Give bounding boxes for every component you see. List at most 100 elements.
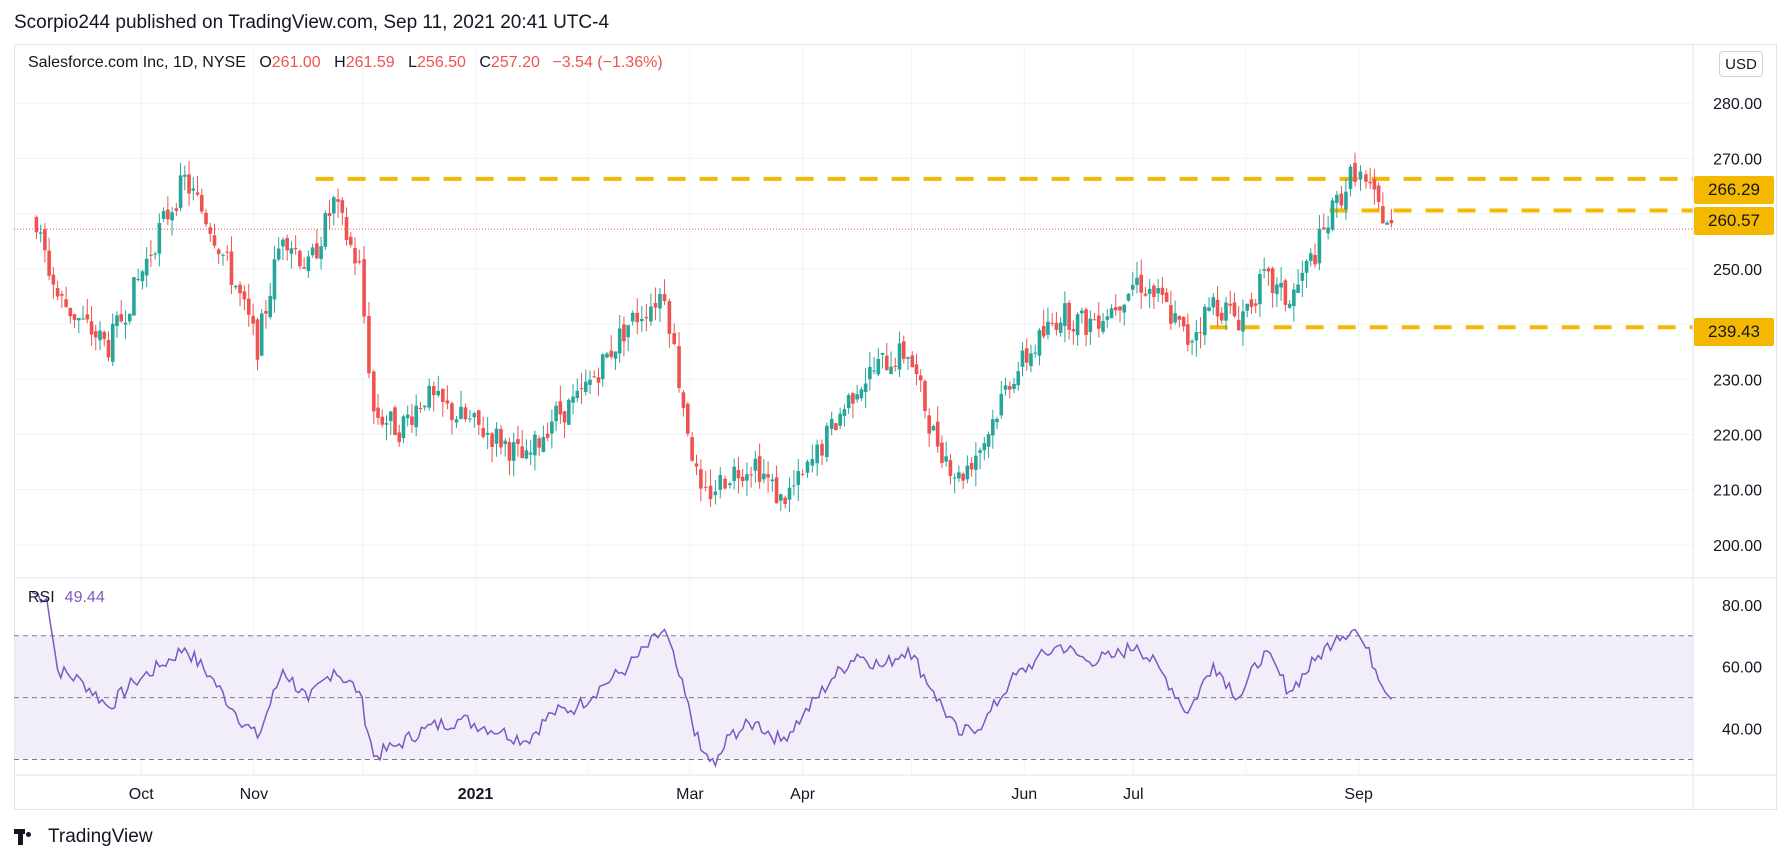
currency-button[interactable]: USD bbox=[1719, 51, 1763, 77]
candle-body bbox=[880, 352, 885, 355]
candle-body bbox=[450, 403, 454, 421]
candle-body bbox=[740, 476, 745, 482]
level-lines bbox=[14, 176, 1693, 330]
candle-body bbox=[1262, 269, 1266, 271]
low-label: L bbox=[408, 54, 418, 71]
candle-body bbox=[401, 416, 406, 439]
candle-body bbox=[233, 285, 238, 288]
candle-body bbox=[1348, 166, 1353, 189]
candle-body bbox=[779, 494, 783, 501]
candle-body bbox=[431, 386, 436, 396]
candle-body bbox=[918, 375, 923, 381]
candle-body bbox=[371, 371, 376, 412]
candle-body bbox=[208, 227, 213, 234]
candle-body bbox=[102, 331, 107, 339]
candle-body bbox=[583, 381, 588, 392]
candle-body bbox=[753, 458, 758, 471]
open-label: O bbox=[259, 54, 272, 71]
candle-body bbox=[969, 462, 974, 470]
candle-body bbox=[995, 418, 999, 423]
candle-body bbox=[1050, 322, 1054, 324]
candle-body bbox=[820, 443, 824, 456]
candle-body bbox=[388, 411, 393, 422]
candle-body bbox=[644, 316, 649, 319]
candle-body bbox=[872, 370, 876, 372]
candle-body bbox=[596, 377, 601, 383]
candle-body bbox=[1215, 299, 1220, 317]
candle-body bbox=[81, 318, 85, 320]
candle-body bbox=[1287, 303, 1292, 308]
candle-body bbox=[1126, 293, 1131, 301]
candle-body bbox=[944, 456, 948, 462]
x-tick-label: Jun bbox=[1011, 786, 1037, 803]
candle-body bbox=[60, 294, 64, 296]
brand-name: TradingView bbox=[48, 826, 153, 847]
candle-body bbox=[1368, 181, 1372, 184]
candle-body bbox=[490, 433, 494, 448]
candle-body bbox=[609, 350, 614, 357]
candle-body bbox=[1296, 284, 1300, 293]
candle-body bbox=[144, 258, 149, 276]
candle-body bbox=[507, 442, 512, 461]
candle-body bbox=[1113, 307, 1118, 311]
candle-body bbox=[1118, 306, 1122, 311]
candle-body bbox=[445, 400, 450, 404]
candle-body bbox=[605, 353, 609, 358]
candle-body bbox=[1169, 305, 1173, 324]
candle-body bbox=[427, 385, 432, 408]
candle-body bbox=[98, 330, 102, 341]
candle-body bbox=[957, 472, 961, 479]
candle-body bbox=[127, 313, 132, 322]
candle-body bbox=[626, 325, 630, 338]
candle-body bbox=[672, 333, 677, 345]
candle-body bbox=[885, 355, 889, 370]
candle-body bbox=[541, 437, 546, 452]
candle-body bbox=[1326, 227, 1330, 234]
candle-body bbox=[1181, 316, 1186, 327]
close-label: C bbox=[479, 54, 491, 71]
candle-body bbox=[736, 470, 741, 479]
tradingview-brand[interactable]: TradingView bbox=[14, 826, 153, 848]
candle-body bbox=[1080, 310, 1084, 314]
candle-body bbox=[1186, 324, 1190, 345]
candle-body bbox=[1321, 227, 1326, 229]
candle-body bbox=[1300, 272, 1305, 281]
chart-frame bbox=[14, 44, 1777, 810]
candle-body bbox=[774, 477, 779, 504]
candle-body bbox=[229, 251, 234, 286]
candle-body bbox=[658, 294, 662, 309]
candle-body bbox=[384, 423, 389, 425]
candle-body bbox=[1275, 284, 1279, 295]
candle-body bbox=[1020, 350, 1025, 367]
candle-body bbox=[441, 389, 445, 403]
candle-body bbox=[732, 466, 736, 481]
candle-body bbox=[503, 440, 508, 445]
candle-body bbox=[340, 200, 345, 213]
candle-body bbox=[1029, 353, 1033, 367]
candle-body bbox=[554, 405, 558, 422]
candle-body bbox=[723, 478, 727, 489]
axes: Oct Nov 2021 Mar Apr Jun Jul Sep 200.00 210.00 220… bbox=[14, 44, 1777, 810]
candle-body bbox=[1071, 329, 1076, 332]
change-value: −3.54 (−1.36%) bbox=[552, 54, 663, 71]
candle-body bbox=[302, 267, 306, 269]
candle-body bbox=[677, 346, 681, 389]
candle-body bbox=[588, 379, 592, 385]
candle-body bbox=[110, 323, 115, 362]
candle-body bbox=[85, 314, 90, 320]
candle-body bbox=[617, 328, 622, 354]
candle-body bbox=[212, 235, 217, 246]
candle-body bbox=[362, 259, 366, 317]
candle-body bbox=[893, 365, 898, 367]
candle-body bbox=[1249, 299, 1254, 307]
candle-body bbox=[1164, 292, 1169, 303]
x-tick-label: Sep bbox=[1344, 786, 1373, 803]
candle-body bbox=[1198, 332, 1203, 334]
candle-body bbox=[1105, 316, 1110, 320]
candle-body bbox=[579, 388, 584, 390]
candle-body bbox=[251, 315, 255, 324]
candle-body bbox=[511, 442, 516, 461]
candle-body bbox=[414, 405, 418, 428]
candle-body bbox=[242, 291, 247, 300]
